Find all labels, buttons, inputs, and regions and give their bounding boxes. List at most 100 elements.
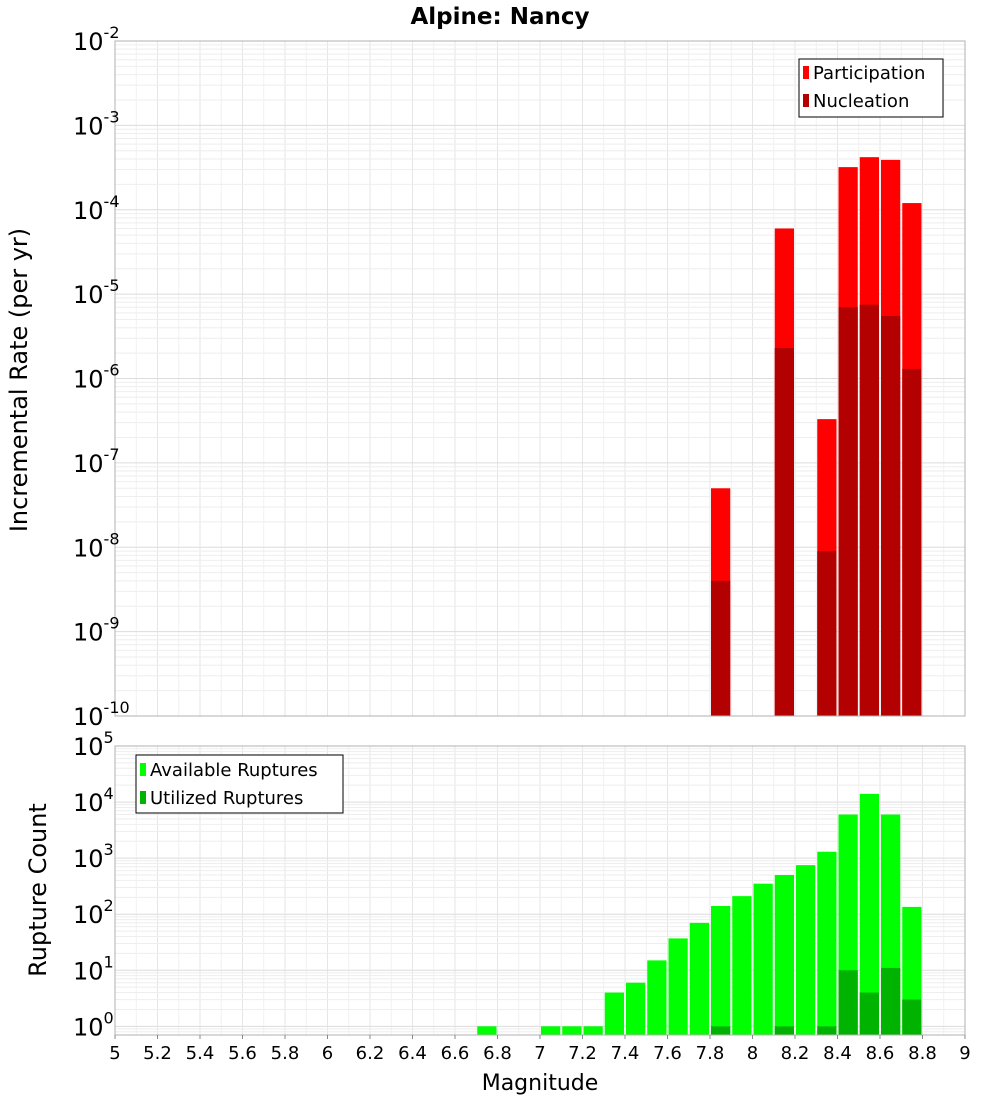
y-tick-exponent: -9: [104, 614, 120, 633]
bottom-bar-available-ruptures: [774, 875, 794, 1035]
legend-label-nucleation: Nucleation: [813, 91, 909, 112]
x-tick-label: 5.8: [271, 1043, 300, 1064]
y-tick-base: 10: [73, 281, 104, 309]
top-y-axis-label: Incremental Rate (per yr): [5, 228, 33, 532]
x-tick-label: 6.8: [483, 1043, 512, 1064]
y-tick-exponent: 1: [104, 952, 114, 971]
y-tick-exponent: -6: [104, 361, 120, 380]
bottom-bar-utilized-ruptures: [774, 1026, 794, 1035]
y-tick-exponent: -10: [104, 698, 130, 717]
x-tick-label: 7: [534, 1043, 545, 1064]
bottom-y-tick-label: 102: [73, 896, 114, 929]
top-y-tick-label: 10-6: [73, 361, 120, 394]
bottom-bar-available-ruptures: [689, 922, 709, 1035]
legend-swatch-nucleation: [803, 94, 809, 107]
bottom-bar-utilized-ruptures: [902, 999, 922, 1035]
top-y-tick-label: 10-4: [73, 192, 120, 225]
bottom-bar-utilized-ruptures: [838, 970, 858, 1035]
bottom-bar-available-ruptures: [753, 883, 773, 1035]
bottom-bar-available-ruptures: [477, 1026, 497, 1035]
y-tick-base: 10: [73, 534, 104, 562]
y-tick-base: 10: [73, 845, 104, 873]
bottom-bar-available-ruptures: [711, 905, 731, 1035]
top-y-tick-label: 10-9: [73, 614, 120, 647]
x-tick-label: 5: [109, 1043, 120, 1064]
x-tick-label: 7.8: [696, 1043, 725, 1064]
bottom-y-tick-label: 103: [73, 840, 114, 873]
top-bar-nucleation: [859, 304, 879, 716]
y-tick-exponent: 2: [104, 896, 114, 915]
top-plot-border: [114, 40, 966, 717]
legend-label-available: Available Ruptures: [150, 760, 318, 781]
bottom-bar-available-ruptures: [817, 851, 837, 1035]
legend-swatch-available: [140, 763, 146, 776]
top-y-tick-label: 10-2: [73, 23, 120, 56]
top-y-tick-label: 10-5: [73, 276, 120, 309]
bottom-y-axis-label: Rupture Count: [24, 803, 52, 977]
chart-title: Alpine: Nancy: [411, 4, 590, 30]
bottom-legend: Available Ruptures Utilized Ruptures: [135, 754, 344, 814]
bottom-bar-available-ruptures: [796, 865, 816, 1035]
bottom-bar-utilized-ruptures: [711, 1026, 731, 1035]
top-gridlines: [114, 40, 966, 717]
bottom-bars: [477, 793, 922, 1035]
bottom-bar-available-ruptures: [647, 960, 667, 1035]
bottom-y-tick-label: 105: [73, 728, 114, 761]
y-tick-exponent: 0: [104, 1008, 114, 1027]
x-tick-labels: 5 5.2 5.4 5.6 5.8 6 6.2 6.4 6.6 6.8 7 7.2 7.4 7.6 7.8 8…: [109, 1035, 971, 1064]
bottom-bar-available-ruptures: [541, 1026, 561, 1035]
x-tick-label: 7.6: [653, 1043, 682, 1064]
y-tick-base: 10: [73, 957, 104, 985]
x-tick-label: 6: [322, 1043, 333, 1064]
x-tick-label: 8.6: [866, 1043, 895, 1064]
bottom-y-tick-label: 104: [73, 784, 114, 817]
bottom-y-tick-label: 101: [73, 952, 114, 985]
top-legend-box: [798, 58, 944, 118]
legend-swatch-utilized: [140, 791, 146, 804]
y-tick-base: 10: [73, 703, 104, 731]
bottom-bar-available-ruptures: [604, 992, 624, 1035]
y-tick-exponent: 5: [104, 728, 114, 747]
bottom-bar-utilized-ruptures: [881, 967, 901, 1035]
bottom-bar-available-ruptures: [859, 793, 879, 1035]
y-tick-base: 10: [73, 789, 104, 817]
bottom-bar-available-ruptures: [583, 1026, 603, 1035]
y-tick-base: 10: [73, 112, 104, 140]
top-y-tick-label: 10-3: [73, 107, 120, 140]
x-tick-label: 6.6: [441, 1043, 470, 1064]
y-tick-exponent: 3: [104, 840, 114, 859]
top-y-tick-label: 10-7: [73, 445, 120, 478]
y-tick-base: 10: [73, 1013, 104, 1041]
y-tick-exponent: -4: [104, 192, 120, 211]
y-tick-exponent: -2: [104, 23, 120, 42]
top-y-tick-label: 10-8: [73, 529, 120, 562]
bottom-bar-utilized-ruptures: [859, 992, 879, 1035]
x-tick-label: 6.4: [398, 1043, 427, 1064]
y-tick-exponent: -5: [104, 276, 120, 295]
y-tick-base: 10: [73, 450, 104, 478]
top-legend: Participation Nucleation: [798, 58, 944, 118]
y-tick-exponent: 4: [104, 784, 114, 803]
x-tick-label: 7.2: [568, 1043, 597, 1064]
top-bar-nucleation: [711, 580, 731, 716]
bottom-bar-available-ruptures: [668, 938, 688, 1035]
x-tick-label: 8.2: [781, 1043, 810, 1064]
top-bars: [711, 157, 922, 717]
bottom-bar-available-ruptures: [732, 896, 752, 1035]
x-tick-label: 9: [959, 1043, 970, 1064]
y-tick-base: 10: [73, 366, 104, 394]
top-bar-nucleation: [817, 551, 837, 716]
y-tick-base: 10: [73, 901, 104, 929]
y-tick-base: 10: [73, 733, 104, 761]
top-bar-nucleation: [881, 316, 901, 716]
x-tick-label: 8.4: [823, 1043, 852, 1064]
x-tick-label: 8: [747, 1043, 758, 1064]
x-tick-label: 7.4: [611, 1043, 640, 1064]
legend-label-participation: Participation: [813, 63, 925, 84]
bottom-bar-available-ruptures: [562, 1026, 582, 1035]
x-tick-label: 5.2: [143, 1043, 172, 1064]
